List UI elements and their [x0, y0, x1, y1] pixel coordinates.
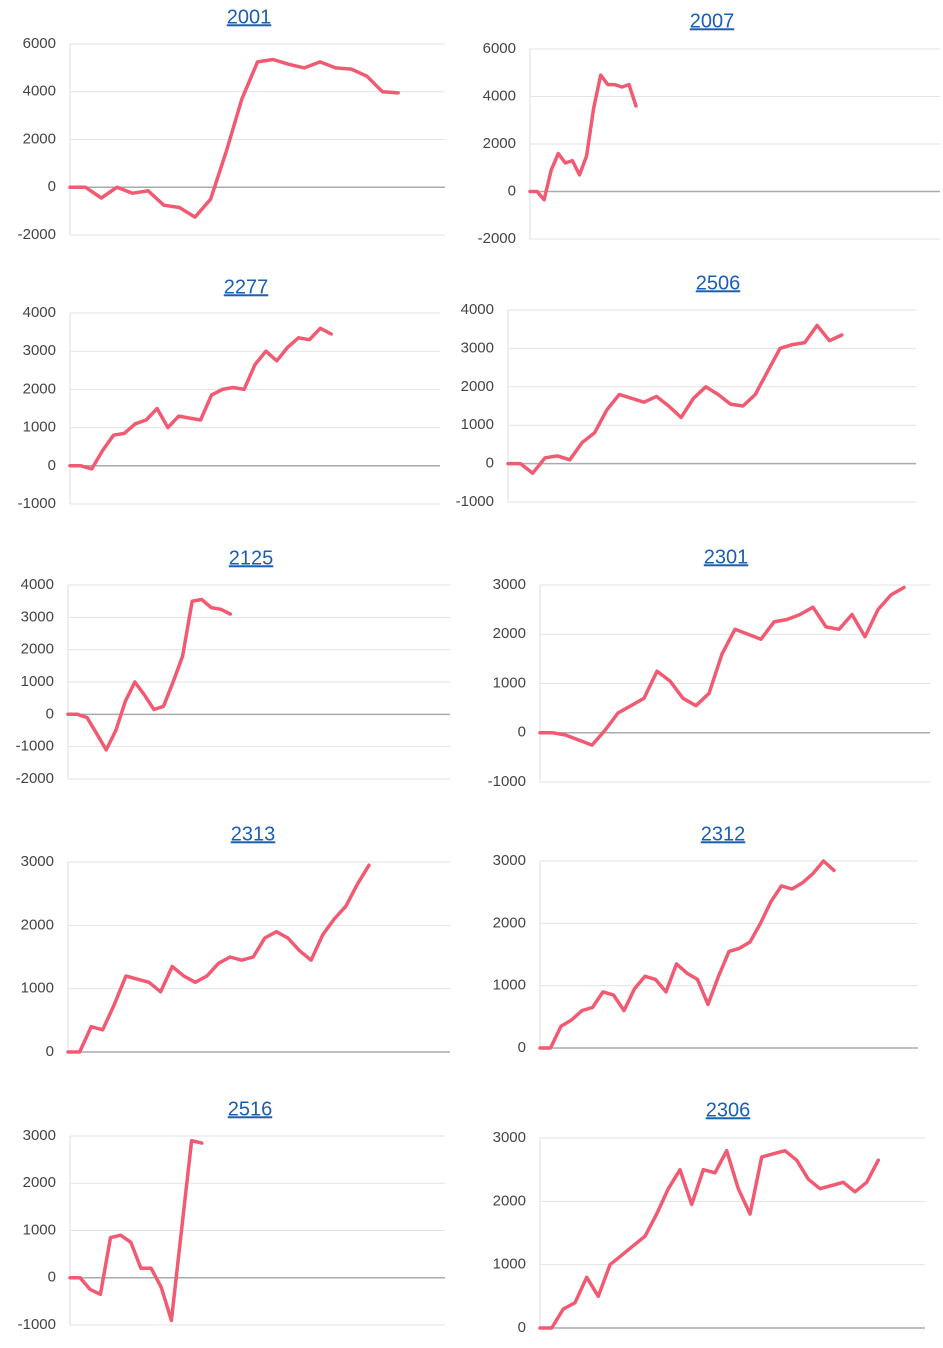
- chart-title[interactable]: 2007: [690, 10, 735, 32]
- y-tick-label: 0: [48, 178, 56, 195]
- chart-title[interactable]: 2001: [227, 6, 272, 28]
- data-line: [68, 1138, 204, 1323]
- y-tick-label: 3000: [461, 339, 494, 356]
- y-tick-label: 3000: [23, 342, 56, 359]
- y-tick-label: 1000: [461, 416, 494, 433]
- y-tick-label: 0: [518, 1039, 526, 1056]
- y-tick-label: 1000: [21, 673, 54, 690]
- y-tick-label: 2000: [21, 641, 54, 658]
- y-tick-label: 1000: [493, 1256, 526, 1273]
- y-tick-label: 3000: [23, 1127, 56, 1144]
- y-tick-label: 3000: [493, 576, 526, 593]
- data-line: [538, 585, 906, 747]
- y-tick-label: -2000: [18, 226, 56, 243]
- y-tick-label: 2000: [21, 916, 54, 933]
- y-tick-label: 0: [508, 182, 516, 199]
- y-tick-label: 4000: [483, 87, 516, 104]
- y-tick-label: 3000: [21, 853, 54, 870]
- y-tick-label: 0: [48, 457, 56, 474]
- y-tick-label: 1000: [23, 1221, 56, 1238]
- y-tick-label: 1000: [21, 980, 54, 997]
- y-tick-label: 6000: [23, 35, 56, 52]
- chart-title[interactable]: 2306: [706, 1099, 751, 1121]
- y-tick-label: -1000: [16, 738, 54, 755]
- y-tick-label: 4000: [21, 576, 54, 593]
- data-line: [68, 57, 400, 219]
- chart-title[interactable]: 2277: [224, 276, 269, 298]
- y-tick-label: 2000: [483, 135, 516, 152]
- data-line: [538, 1148, 881, 1330]
- y-tick-label: 2000: [461, 378, 494, 395]
- y-tick-label: 0: [486, 455, 494, 472]
- chart-title[interactable]: 2301: [704, 546, 749, 568]
- y-tick-label: 3000: [21, 608, 54, 625]
- chart-title[interactable]: 2506: [696, 272, 741, 294]
- chart-title[interactable]: 2312: [701, 823, 746, 845]
- y-tick-label: 2000: [493, 625, 526, 642]
- data-line: [506, 323, 844, 475]
- y-tick-label: 0: [518, 724, 526, 741]
- y-tick-label: 3000: [493, 1129, 526, 1146]
- y-tick-label: 2000: [23, 380, 56, 397]
- chart-title[interactable]: 2125: [229, 547, 274, 569]
- data-line: [66, 863, 371, 1054]
- y-tick-label: 0: [48, 1269, 56, 1286]
- y-tick-label: 1000: [493, 977, 526, 994]
- y-tick-label: -2000: [16, 770, 54, 787]
- y-tick-label: 0: [518, 1319, 526, 1336]
- y-tick-label: -2000: [478, 230, 516, 247]
- y-tick-label: 1000: [23, 419, 56, 436]
- data-line: [538, 859, 836, 1050]
- y-tick-label: 4000: [23, 304, 56, 321]
- y-tick-label: 1000: [493, 674, 526, 691]
- y-tick-label: 0: [46, 705, 54, 722]
- y-tick-label: -1000: [488, 773, 526, 790]
- y-tick-label: -1000: [18, 495, 56, 512]
- y-tick-label: 4000: [23, 83, 56, 100]
- y-tick-label: 2000: [23, 1174, 56, 1191]
- y-tick-label: 6000: [483, 40, 516, 57]
- y-tick-label: -1000: [18, 1316, 56, 1333]
- y-tick-label: 2000: [23, 130, 56, 147]
- data-line: [68, 326, 333, 471]
- y-tick-label: 2000: [493, 1192, 526, 1209]
- chart-title[interactable]: 2516: [228, 1098, 273, 1120]
- y-tick-label: 4000: [461, 301, 494, 318]
- data-line: [528, 73, 638, 202]
- y-tick-label: -1000: [456, 493, 494, 510]
- data-line: [66, 597, 233, 752]
- y-tick-label: 3000: [493, 852, 526, 869]
- y-tick-label: 0: [46, 1043, 54, 1060]
- y-tick-label: 2000: [493, 914, 526, 931]
- chart-title[interactable]: 2313: [231, 823, 276, 845]
